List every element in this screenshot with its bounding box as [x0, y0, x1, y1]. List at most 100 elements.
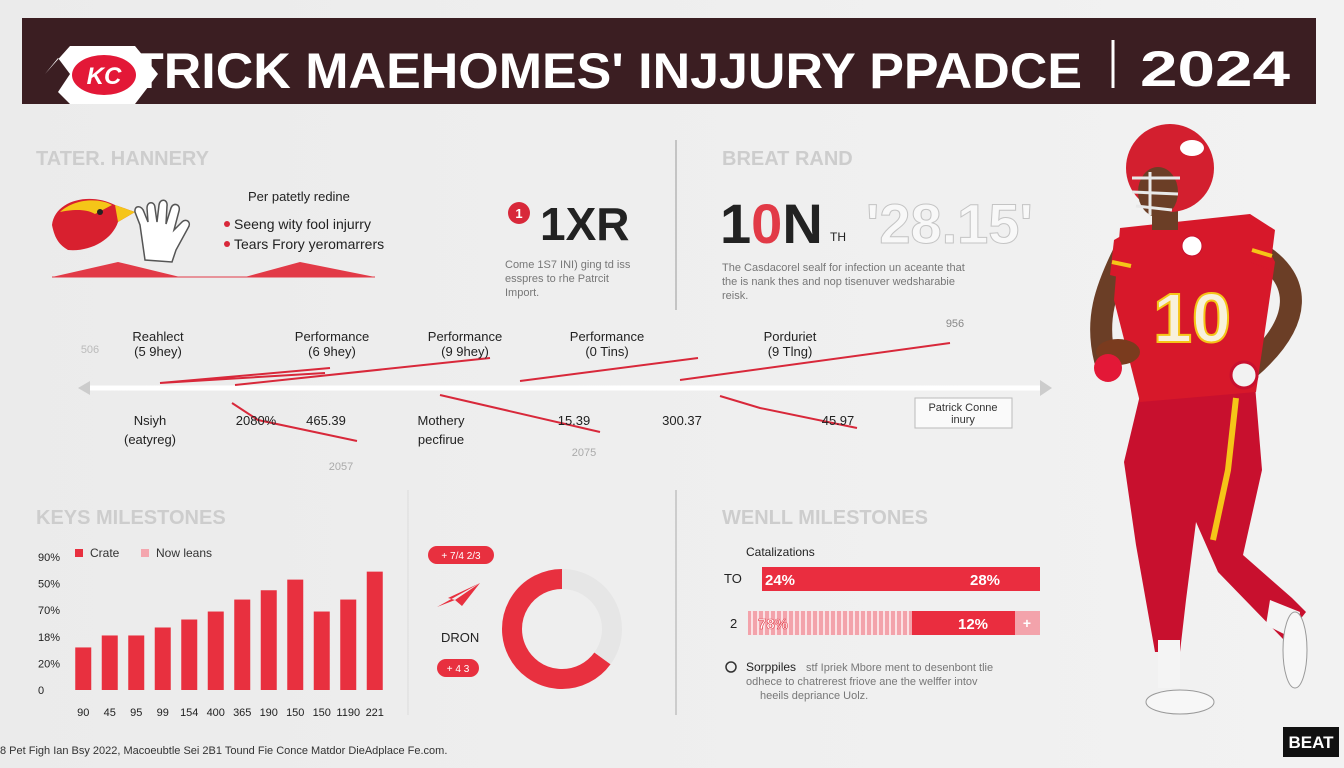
info-box-text: Patrick Conne [928, 402, 997, 414]
caption: Come 1S7 INI) ging td iss [505, 259, 631, 271]
trend-line [719, 395, 858, 429]
legend-swatch [75, 549, 83, 557]
bird-icon [52, 198, 135, 251]
y-tick-label: 50% [38, 579, 60, 591]
bar [75, 647, 92, 690]
headline-small: TH [830, 230, 846, 244]
bar-chart: Crate Now leans 0 20% 18% 70% 50% 90% 90 45 95 99 15… [38, 546, 384, 719]
number-badge [508, 202, 530, 224]
logo-text: KC [87, 63, 122, 90]
progress-bar [762, 567, 1040, 591]
trend-line [439, 394, 601, 433]
bar-icon: + [1023, 615, 1031, 631]
timeline-label: 2080% [236, 413, 277, 428]
timeline-label: 15.39 [558, 413, 591, 428]
glove [1229, 360, 1259, 390]
y-tick-label: 90% [38, 552, 60, 564]
y-tick-label: 18% [38, 632, 60, 644]
plane-icon [437, 583, 480, 607]
donut-chart [502, 569, 622, 689]
bar [366, 571, 383, 690]
cleat [1282, 611, 1308, 689]
pill [437, 659, 479, 677]
x-tick-label: 1190 [336, 707, 360, 719]
note-title: Sorppiles [746, 660, 796, 674]
bar [128, 635, 145, 690]
note-text: heeils depriance Uolz. [760, 690, 868, 702]
timeline-label: Mothery [418, 413, 465, 428]
note-text: odhece to chatrerest friove ane the welf… [746, 676, 978, 688]
headline-value: '28.15' [866, 192, 1033, 255]
legend-label: Crate [90, 546, 120, 560]
sock [1158, 640, 1180, 688]
stage-sub: (6 9hey) [308, 344, 356, 359]
caption: esspres to rhe Patrcit [505, 273, 609, 285]
header-year: 2024 [1140, 41, 1290, 97]
x-tick-label: 45 [104, 707, 116, 719]
section-heading: WENLL MILESTONES [722, 507, 928, 529]
trend-line [679, 342, 951, 381]
bar-label: 28% [970, 572, 1000, 589]
jersey [1114, 214, 1275, 402]
logo-oval [72, 55, 136, 95]
stage-sub: (5 9hey) [134, 344, 182, 359]
bar-label: 12% [958, 616, 988, 633]
triangle-mark [245, 262, 375, 277]
badge-text: BEAT [1288, 733, 1334, 752]
legend-swatch [141, 549, 149, 557]
timeline-label: pecfirue [418, 432, 464, 447]
row-label: 2 [730, 616, 737, 631]
stage-sub: (9 Tlng) [768, 344, 813, 359]
info-box-text: inury [951, 414, 975, 426]
facemask [1131, 172, 1180, 215]
cleat [1145, 689, 1215, 715]
helmet-logo [1180, 140, 1204, 156]
bar [207, 611, 224, 690]
note-marker [725, 661, 737, 673]
bar [260, 590, 277, 690]
bullet-dot [224, 241, 230, 247]
headline-part: N [782, 192, 822, 255]
stage-sub: (9 9hey) [441, 344, 489, 359]
note-text: stf Ipriek Mbore ment to desenbont tlie [806, 662, 993, 674]
header-bar [22, 18, 1316, 104]
x-tick-label: 150 [286, 707, 304, 719]
headline-part: 1 [720, 192, 751, 255]
timeline-arrow [78, 381, 90, 395]
bird-eye [97, 209, 103, 215]
trend-line [234, 357, 491, 386]
stage-title: Porduriet [764, 329, 817, 344]
timeline-label: 2057 [329, 461, 353, 473]
timeline-label: 45.97 [822, 413, 855, 428]
headline: 10N [720, 192, 823, 255]
bar [287, 579, 304, 690]
timeline-label: 300.37 [662, 413, 702, 428]
stage-title: Reahlect [132, 329, 184, 344]
timeline-label: Nsiyh [134, 413, 167, 428]
subheading: Per patetly redine [248, 189, 350, 204]
sleeve-stripe [1111, 260, 1132, 268]
pill-text: + 7/4 2/3 [441, 551, 481, 562]
bar [154, 627, 171, 690]
badge-text: 1 [515, 206, 522, 221]
stage-title: Performance [295, 329, 369, 344]
headline-part: 0 [751, 192, 782, 255]
progress-bar [912, 611, 1015, 635]
progress-bar [748, 611, 912, 635]
stage-title: Performance [570, 329, 644, 344]
timeline-label: (eatyreg) [124, 432, 176, 447]
bar-label: 24% [765, 572, 795, 589]
x-tick-label: 99 [157, 707, 169, 719]
player-illustration: 10 [1090, 124, 1308, 715]
y-tick-label: 20% [38, 658, 60, 670]
pants-stripe [1210, 397, 1239, 541]
section-heading: TATER. HANNERY [36, 148, 210, 170]
trend-line [159, 367, 331, 384]
jersey-number: 10 [1153, 279, 1231, 357]
row-label: TO [724, 571, 742, 586]
timeline-arrow [1040, 380, 1052, 396]
stage-sub: (0 Tins) [585, 344, 628, 359]
bar [181, 619, 198, 690]
